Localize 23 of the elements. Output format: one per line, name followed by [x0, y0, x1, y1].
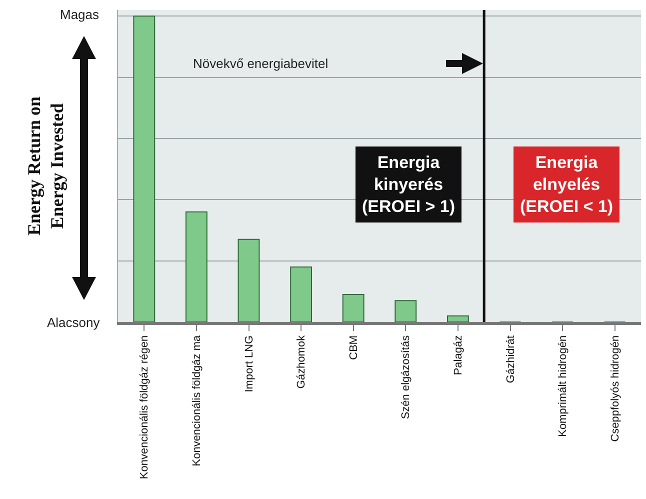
y-axis-title: Energy Return on Energy Invested [24, 96, 68, 236]
x-tick-label: Palagáz [452, 335, 465, 376]
bar [133, 16, 156, 322]
x-tick-label: Cseppfolyós hidrogén [609, 335, 622, 442]
x-tick-label: Konvencionális földgáz régen [138, 335, 151, 480]
bar [446, 315, 469, 322]
bar [185, 211, 208, 322]
x-tick-label: Szén elgázosítás [400, 334, 412, 420]
annotation: Növekvő energiabevitel [193, 56, 328, 71]
text: Alacsony [47, 315, 100, 330]
annotation: Energia kinyerés (EROEI > 1) [362, 153, 456, 216]
text: Magas [60, 7, 100, 22]
x-tick-label: Gázhidrát [504, 335, 517, 384]
annotation: Energia elnyelés (EROEI < 1) [520, 153, 614, 216]
x-tick-label: Import LNG [243, 335, 256, 392]
bar [394, 300, 417, 322]
bar [290, 266, 312, 322]
bar [238, 238, 260, 322]
x-tick-label: CBM [348, 335, 360, 360]
x-tick-label: Komprimált hidrogén [557, 335, 570, 437]
x-tick-label: Konvencionális földgáz ma [191, 334, 204, 466]
bar [342, 294, 364, 322]
x-tick-label: Gázhomok [296, 334, 308, 389]
